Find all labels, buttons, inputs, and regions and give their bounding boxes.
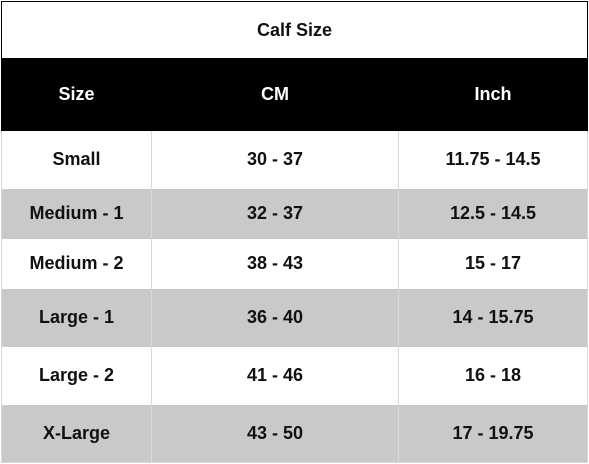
table-cell: 16 - 18: [398, 346, 588, 405]
table-cell: 11.75 - 14.5: [398, 130, 588, 189]
table-cell: 36 - 40: [151, 288, 399, 347]
table-row: Large - 2 41 - 46 16 - 18: [1, 346, 588, 405]
column-header: Inch: [398, 58, 588, 131]
table-cell: 14 - 15.75: [398, 288, 588, 347]
column-header: CM: [151, 58, 399, 131]
table-cell: 38 - 43: [151, 238, 399, 289]
table-row: Small 30 - 37 11.75 - 14.5: [1, 130, 588, 189]
table-cell: 17 - 19.75: [398, 404, 588, 463]
table-title: Calf Size: [1, 1, 588, 59]
table-cell: Medium - 2: [1, 238, 152, 289]
table-cell: Medium - 1: [1, 188, 152, 239]
column-header: Size: [1, 58, 152, 131]
table-cell: 12.5 - 14.5: [398, 188, 588, 239]
table-cell: 15 - 17: [398, 238, 588, 289]
table-cell: 32 - 37: [151, 188, 399, 239]
table-cell: 41 - 46: [151, 346, 399, 405]
table-row: Medium - 2 38 - 43 15 - 17: [1, 238, 588, 289]
table-cell: 30 - 37: [151, 130, 399, 189]
table-cell: 43 - 50: [151, 404, 399, 463]
table-body: Small 30 - 37 11.75 - 14.5 Medium - 1 32 - 3…: [1, 130, 588, 463]
table-row: Medium - 1 32 - 37 12.5 - 14.5: [1, 188, 588, 239]
title-row: Calf Size: [1, 1, 588, 59]
table-cell: Large - 2: [1, 346, 152, 405]
header-row: Size CM Inch: [1, 58, 588, 131]
table-row: Large - 1 36 - 40 14 - 15.75: [1, 288, 588, 347]
table-cell: X-Large: [1, 404, 152, 463]
table-cell: Large - 1: [1, 288, 152, 347]
table-cell: Small: [1, 130, 152, 189]
table-row: X-Large 43 - 50 17 - 19.75: [1, 404, 588, 463]
